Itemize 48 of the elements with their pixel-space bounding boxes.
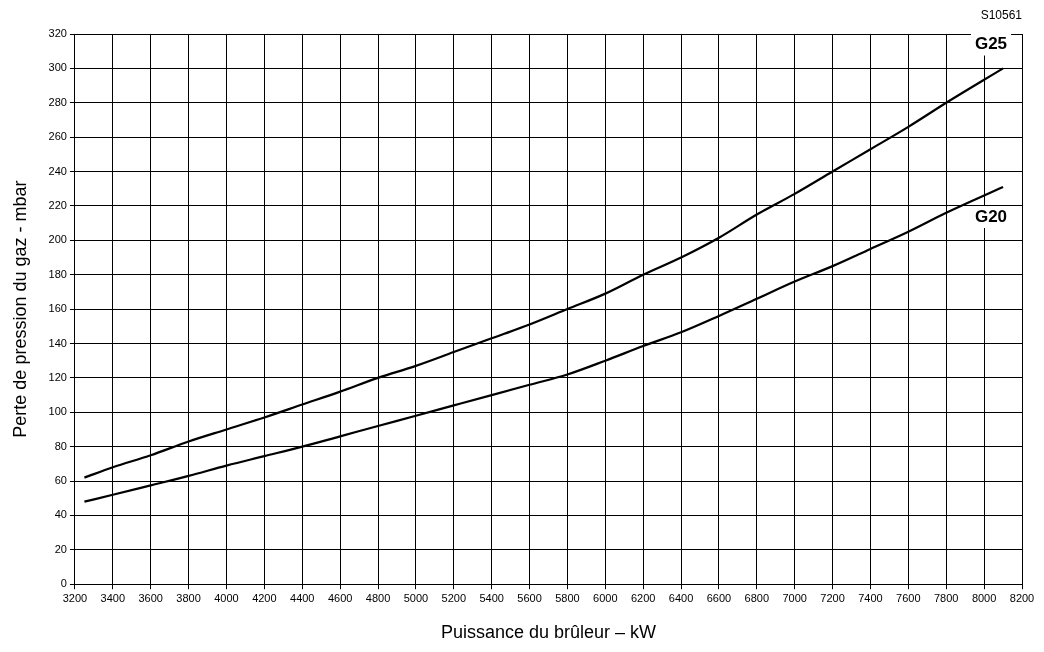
x-tick-label: 4800 (365, 591, 391, 604)
x-tick-label: 6000 (593, 591, 618, 604)
x-tick-label: 6200 (630, 591, 656, 604)
x-tick-label: 8000 (971, 591, 997, 604)
y-tick-label: 20 (54, 542, 67, 555)
x-tick-label: 7200 (820, 591, 845, 604)
x-tick-label: 5600 (517, 591, 542, 604)
y-tick-label: 0 (60, 577, 67, 590)
y-tick-label: 120 (48, 370, 67, 383)
y-tick-label: 220 (48, 198, 67, 211)
y-tick-label: 280 (48, 95, 67, 108)
x-tick-label: 7600 (896, 591, 921, 604)
x-tick-label: 4000 (214, 591, 239, 604)
y-axis-title: Perte de pression du gaz - mbar (9, 180, 30, 438)
x-tick-label: 7800 (933, 591, 959, 604)
x-tick-label: 5800 (555, 591, 580, 604)
series-label: G20 (974, 206, 1008, 226)
x-tick-label: 3200 (62, 591, 88, 604)
x-tick-label: 5400 (479, 591, 504, 604)
x-tick-label: 7400 (858, 591, 883, 604)
y-tick-label: 160 (48, 302, 67, 315)
x-tick-label: 4200 (252, 591, 277, 604)
series-label: G25 (974, 34, 1008, 54)
x-tick-label: 4400 (290, 591, 315, 604)
y-tick-label: 100 (48, 405, 67, 418)
x-tick-label: 4600 (327, 591, 353, 604)
x-tick-label: 5200 (441, 591, 467, 604)
x-tick-label: 6400 (668, 591, 694, 604)
x-axis-title: Puissance du brûleur – kW (440, 622, 657, 643)
y-tick-label: 240 (48, 164, 67, 177)
x-tick-label: 3800 (176, 591, 201, 604)
x-tick-label: 7000 (782, 591, 807, 604)
x-tick-label: 6600 (706, 591, 732, 604)
y-tick-label: 200 (48, 233, 67, 246)
y-tick-label: 40 (54, 508, 67, 521)
text: S10561 (980, 8, 1022, 22)
x-tick-label: 6800 (744, 591, 770, 604)
x-tick-label: 8200 (1009, 591, 1035, 604)
x-tick-label: 3400 (100, 591, 126, 604)
y-tick-label: 80 (54, 439, 67, 452)
x-tick-label: 3600 (138, 591, 163, 604)
y-tick-label: 140 (48, 336, 67, 349)
y-tick-label: 320 (48, 27, 67, 40)
y-tick-label: 180 (48, 267, 67, 280)
x-tick-label: 5000 (403, 591, 429, 604)
y-tick-label: 60 (54, 474, 67, 487)
y-tick-label: 260 (48, 130, 67, 143)
y-tick-label: 300 (48, 61, 67, 74)
